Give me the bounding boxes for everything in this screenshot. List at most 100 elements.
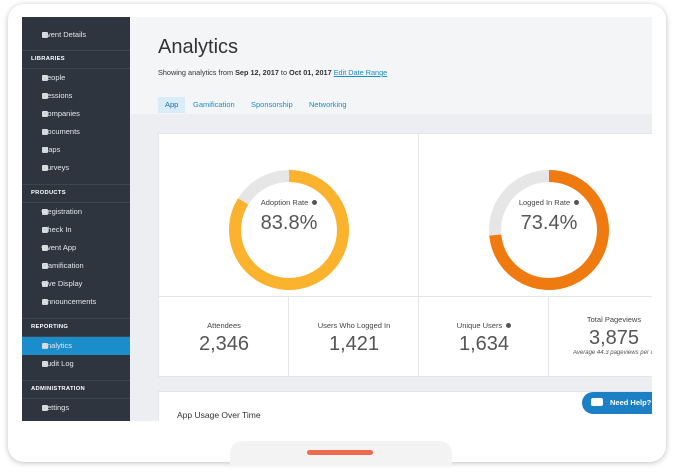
rate-value: 83.8% [260,212,318,234]
nav-item[interactable]: Settings [22,399,130,417]
nav-label: Analytics [42,341,73,350]
section-divider [22,50,130,51]
divider [159,296,652,297]
text: Showing analytics from [158,68,234,77]
stat-value: 3,875 [588,327,640,349]
stat-label: Users Who Logged In [289,321,419,330]
edit-link[interactable]: Edit Date Range [333,68,388,77]
tab[interactable]: App [158,97,186,113]
rate-label: Logged In Rate [499,198,599,207]
nav-label: Settings [42,403,70,412]
nav-icon [42,227,48,233]
nav-item[interactable]: People [22,69,130,87]
nav-icon [42,209,48,215]
section-title: ADMINISTRATION [31,386,86,392]
nav-icon [42,75,48,81]
usage-card: App Usage Over Time [158,391,652,421]
divider [288,296,289,376]
nav-item[interactable]: Companies [22,105,130,123]
rate-name: Logged In Rate [518,198,571,207]
tab[interactable]: Gamification [193,100,235,109]
nav-label: Surveys [42,163,70,172]
stat-note: Average 44.3 pageviews per user [573,350,652,356]
section-divider [22,184,130,185]
rate-label: Adoption Rate [239,198,339,207]
nav-icon [42,129,48,135]
nav-item[interactable]: Analytics [22,337,130,355]
nav-icon [42,245,48,251]
nav-label: Gamification [42,261,84,270]
donut [489,170,609,290]
date: Oct 01, 2017 [289,68,332,77]
home-bar [307,450,373,455]
stat-value: 1,421 [328,333,380,355]
stat-value: 2,346 [198,333,250,355]
tab[interactable]: Sponsorship [251,100,293,109]
sidebar: Event Details LIBRARIES People Sessions Comp… [22,17,130,421]
nav-item[interactable]: Maps [22,141,130,159]
section-divider [22,380,130,381]
donut-arc [229,170,349,290]
nav-item[interactable]: Documents [22,123,130,141]
date: Sep 12, 2017 [235,68,279,77]
section-divider [22,202,130,203]
nav-label: Sessions [42,91,73,100]
divider [418,134,419,296]
nav-item[interactable]: Event App [22,239,130,257]
nav-label: Companies [42,109,80,118]
nav-label: Audit Log [42,359,74,368]
nav-label: Documents [42,127,80,136]
help-text: Need Help? [610,398,652,407]
nav-icon [42,165,48,171]
section-title: LIBRARIES [31,56,65,62]
stat-name: Attendees [207,321,241,330]
section-divider [22,68,130,69]
text: to [280,68,288,77]
nav-icon [42,405,48,411]
nav-item[interactable]: Live Display [22,275,130,293]
section-title: REPORTING [31,324,69,330]
nav-label: Announcements [42,297,97,306]
nav-icon [42,93,48,99]
nav-label: Registration [42,207,83,216]
stat-label: Unique Users [419,321,549,330]
section-divider [22,336,130,337]
stat-label: Attendees [159,321,289,330]
section-divider [22,318,130,319]
nav-icon [42,281,48,287]
date-range: Showing analytics from Sep 12, 2017 to O… [158,68,387,77]
section-divider [22,398,130,399]
nav-label: Event App [42,243,77,252]
nav-icon [42,361,48,367]
nav-item[interactable]: Surveys [22,159,130,177]
nav-item[interactable]: Event Details [22,26,130,44]
nav-label: Maps [42,145,61,154]
nav-icon [42,299,48,305]
info-icon [574,200,580,205]
page-title: Analytics [158,36,239,58]
donut [229,170,349,290]
nav-item[interactable]: Announcements [22,293,130,311]
nav-label: Event Details [42,30,87,39]
nav-icon [42,343,48,349]
stat-name: Users Who Logged In [317,321,391,330]
stat-name: Total Pageviews [586,315,642,324]
info-icon [312,200,318,205]
nav-item[interactable]: Audit Log [22,355,130,373]
nav-item[interactable]: Sessions [22,87,130,105]
section-title: PRODUCTS [31,190,66,196]
nav-label: Live Display [42,279,83,288]
divider [418,296,419,376]
stat-value: 1,634 [458,333,510,355]
nav-item[interactable]: Gamification [22,257,130,275]
tab[interactable]: Networking [309,100,347,109]
usage-title: App Usage Over Time [177,410,261,420]
divider [548,296,549,376]
nav-item[interactable]: Registration [22,203,130,221]
stat-label: Total Pageviews [549,315,652,324]
nav-label: People [42,73,66,82]
nav-item[interactable]: Check In [22,221,130,239]
help-button[interactable]: Need Help? [582,392,652,414]
chat-icon [591,398,603,406]
